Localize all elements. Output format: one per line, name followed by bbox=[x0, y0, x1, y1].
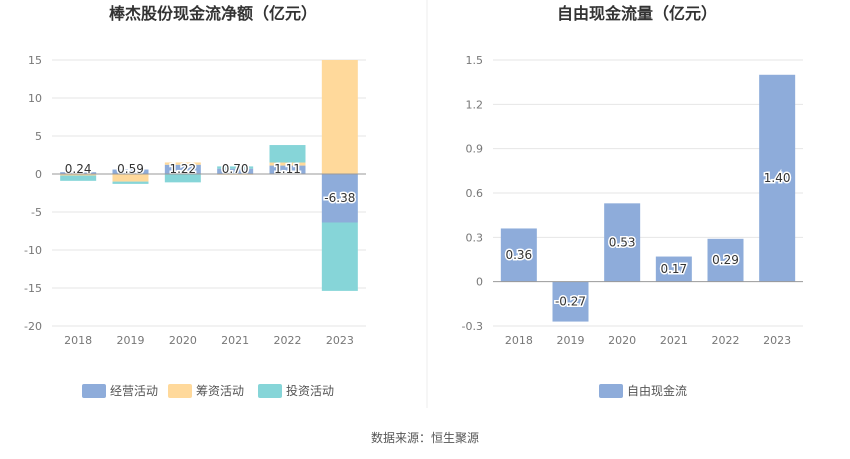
operating-bar bbox=[112, 169, 149, 174]
investing-bar bbox=[164, 174, 201, 183]
investing-bar bbox=[269, 145, 306, 163]
x-tick-label: 2019 bbox=[557, 334, 585, 347]
legend-label: 自由现金流 bbox=[627, 383, 687, 398]
x-tick-label: 2019 bbox=[117, 334, 145, 347]
y-tick-label: 1.5 bbox=[466, 54, 484, 67]
free-cash-flow-bar bbox=[655, 256, 692, 282]
investing-bar bbox=[112, 181, 149, 184]
y-tick-label: 5 bbox=[35, 130, 42, 143]
operating-bar bbox=[269, 165, 306, 174]
data-label: -0.27 bbox=[555, 295, 586, 309]
financing-bar bbox=[164, 162, 201, 165]
y-tick-label: -5 bbox=[31, 206, 42, 219]
x-tick-label: 2023 bbox=[326, 334, 354, 347]
legend-swatch bbox=[82, 384, 106, 398]
financing-bar bbox=[112, 174, 149, 182]
free-cash-flow-bar bbox=[707, 238, 744, 282]
legend-label: 投资活动 bbox=[286, 383, 334, 398]
free-cash-flow-chart: 自由现金流量（亿元） 0.36 -0.27 0.53 0.17 0.29 1.40 1.5… bbox=[462, 4, 803, 398]
legend-label: 筹资活动 bbox=[196, 384, 244, 398]
financing-bar bbox=[60, 174, 97, 176]
legend-swatch bbox=[168, 384, 192, 398]
investing-bar bbox=[60, 175, 97, 181]
free-cash-flow-bar bbox=[500, 228, 537, 282]
legend-swatch bbox=[599, 384, 623, 398]
cash-flow-chart-title: 棒杰股份现金流净额（亿元） bbox=[109, 4, 317, 23]
data-label: 0.59 bbox=[117, 162, 144, 176]
y-tick-label: 0.6 bbox=[466, 187, 484, 200]
data-label: 0.53 bbox=[609, 236, 636, 250]
x-tick-label: 2021 bbox=[660, 334, 688, 347]
data-label: 0.70 bbox=[222, 162, 249, 176]
y-tick-label: 0 bbox=[35, 168, 42, 181]
y-tick-label: -10 bbox=[24, 244, 42, 257]
operating-bar bbox=[217, 168, 254, 174]
x-tick-label: 2018 bbox=[505, 334, 533, 347]
data-label: 0.17 bbox=[660, 262, 687, 276]
x-tick-label: 2020 bbox=[169, 334, 197, 347]
y-tick-label: -15 bbox=[24, 282, 42, 295]
operating-bar bbox=[321, 174, 358, 223]
free-cash-flow-bar bbox=[552, 281, 589, 322]
data-label: 1.40 bbox=[764, 171, 791, 185]
y-tick-label: 1.2 bbox=[466, 98, 484, 111]
y-tick-label: -0.3 bbox=[462, 320, 483, 333]
operating-bar bbox=[60, 172, 97, 174]
free-cash-flow-bar bbox=[759, 74, 796, 282]
free-cash-flow-bar bbox=[604, 203, 641, 282]
data-label: 1.11 bbox=[274, 162, 301, 176]
x-tick-label: 2018 bbox=[64, 334, 92, 347]
data-label: 0.29 bbox=[712, 253, 739, 267]
financing-bar bbox=[269, 162, 306, 166]
investing-bar bbox=[321, 222, 358, 291]
financing-bar bbox=[321, 60, 358, 174]
data-source-note: 数据来源：恒生聚源 bbox=[370, 431, 479, 445]
x-tick-label: 2022 bbox=[712, 334, 740, 347]
y-tick-label: -20 bbox=[24, 320, 42, 333]
data-label: -6.38 bbox=[324, 191, 355, 205]
y-tick-label: 0.9 bbox=[466, 143, 484, 156]
legend-label: 经营活动 bbox=[110, 384, 158, 398]
x-tick-label: 2023 bbox=[763, 334, 791, 347]
x-tick-label: 2020 bbox=[608, 334, 636, 347]
x-tick-label: 2021 bbox=[221, 334, 249, 347]
y-tick-label: 0.3 bbox=[466, 231, 484, 244]
operating-bar bbox=[164, 164, 201, 174]
data-label: 0.24 bbox=[65, 162, 92, 176]
investing-bar bbox=[217, 166, 254, 169]
x-tick-label: 2022 bbox=[274, 334, 302, 347]
data-label: 0.36 bbox=[505, 248, 532, 262]
cash-flow-chart: 棒杰股份现金流净额（亿元） 0.24 0.59 1.22 0.70 1.11-6.38 … bbox=[24, 4, 366, 398]
y-tick-label: 0 bbox=[476, 276, 483, 289]
y-tick-label: 10 bbox=[28, 92, 42, 105]
data-label: 1.22 bbox=[169, 162, 196, 176]
legend-swatch bbox=[258, 384, 282, 398]
free-cash-flow-chart-title: 自由现金流量（亿元） bbox=[557, 4, 717, 23]
y-tick-label: 15 bbox=[28, 54, 42, 67]
